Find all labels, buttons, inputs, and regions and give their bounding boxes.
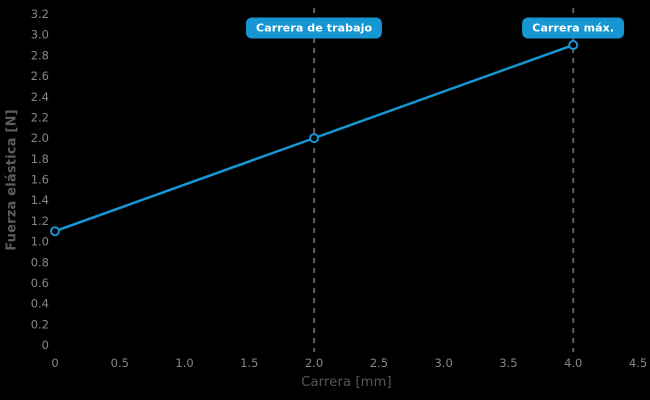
y-tick-label: 2.6 <box>31 69 49 83</box>
y-tick-label: 1.8 <box>31 152 49 166</box>
y-tick-label: 1.4 <box>31 193 49 207</box>
x-tick-label: 1.5 <box>240 356 258 370</box>
annotation-badge-carrera-max[interactable]: Carrera máx. <box>522 17 625 39</box>
y-tick-label: 0 <box>42 338 49 352</box>
y-tick-label: 3.0 <box>31 28 49 42</box>
x-tick-label: 1.0 <box>175 356 193 370</box>
y-tick-label: 2.8 <box>31 48 49 62</box>
y-tick-label: 0.4 <box>31 297 49 311</box>
y-tick-label: 2.0 <box>31 131 49 145</box>
data-point-marker-0 <box>50 226 60 237</box>
x-tick-label: 2.5 <box>370 356 388 370</box>
y-tick-label: 2.2 <box>31 110 49 124</box>
y-tick-label: 1.6 <box>31 173 49 187</box>
y-tick-label: 3.2 <box>31 7 49 21</box>
y-axis-title: Fuerza elástica [N] <box>4 108 20 251</box>
x-tick-label: 3.5 <box>499 356 517 370</box>
x-tick-label: 2.0 <box>305 356 323 370</box>
x-tick-label: 0.5 <box>111 356 129 370</box>
data-point-marker-2 <box>568 40 579 51</box>
x-axis-title: Carrera [mm] <box>301 375 392 390</box>
x-tick-label: 3.0 <box>435 356 453 370</box>
data-point-marker-1 <box>309 133 320 144</box>
y-tick-label: 2.4 <box>31 90 49 104</box>
y-tick-label: 1.0 <box>31 235 49 249</box>
y-tick-label: 0.2 <box>31 317 49 331</box>
y-tick-label: 0.6 <box>31 276 49 290</box>
y-tick-label: 1.2 <box>31 214 49 228</box>
x-tick-label: 4.5 <box>629 356 647 370</box>
annotation-badge-carrera-de-trabajo[interactable]: Carrera de trabajo <box>246 17 383 39</box>
y-tick-label: 0.8 <box>31 255 49 269</box>
x-tick-label: 0 <box>51 356 58 370</box>
x-tick-label: 4.0 <box>564 356 582 370</box>
